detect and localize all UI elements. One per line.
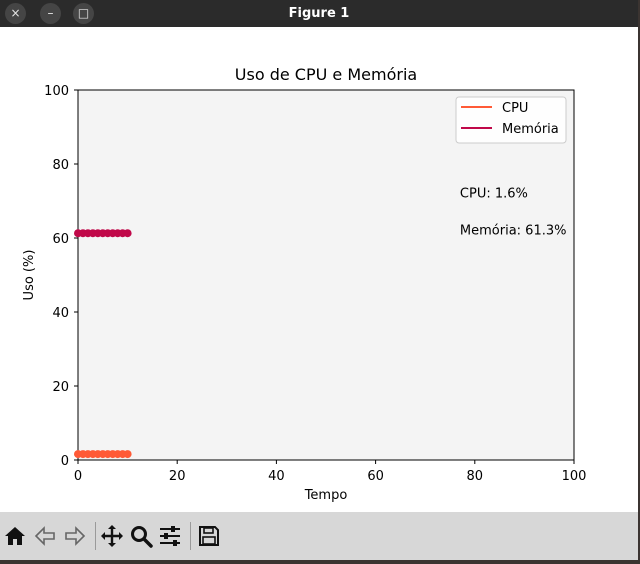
maximize-icon: □ (77, 6, 90, 20)
minimize-icon: – (47, 6, 54, 20)
y-tick-label: 20 (52, 380, 69, 395)
data-point-memory (123, 229, 132, 238)
legend: CPU Memória (455, 96, 567, 144)
configure-subplots-button[interactable] (155, 521, 185, 551)
home-button[interactable] (0, 521, 30, 551)
y-tick-label: 100 (44, 84, 69, 99)
save-button[interactable] (194, 521, 224, 551)
back-button[interactable] (30, 521, 60, 551)
y-tick-label: 0 (61, 454, 69, 469)
forward-icon (65, 526, 86, 546)
navigation-toolbar (0, 512, 638, 560)
forward-button[interactable] (60, 521, 90, 551)
data-point-cpu (123, 450, 132, 459)
x-tick-label: 100 (562, 469, 587, 484)
x-axis-label: Tempo (304, 488, 348, 503)
minimize-button[interactable]: – (40, 3, 61, 24)
configure-subplots-icon (160, 526, 180, 546)
figure-canvas[interactable]: 0 20 40 60 80 100 0 20 40 60 80 100 Uso de CPU e Me… (0, 27, 638, 512)
pan-icon (101, 525, 123, 547)
save-icon (199, 526, 219, 546)
chart: 0 20 40 60 80 100 0 20 40 60 80 100 Uso de CPU e Me… (22, 65, 587, 503)
back-icon (34, 526, 55, 546)
close-icon: × (10, 6, 21, 20)
title-bar: × – □ Figure 1 (0, 0, 638, 27)
legend-label-memory: Memória (502, 122, 559, 137)
y-tick-label: 60 (52, 232, 69, 247)
window-title: Figure 1 (288, 6, 350, 21)
y-axis-label: Uso (%) (22, 250, 37, 301)
chart-title: Uso de CPU e Memória (235, 65, 417, 84)
annotation-text: Memória: 61.3% (460, 223, 567, 238)
y-tick-label: 80 (52, 158, 69, 173)
toolbar-separator (190, 522, 191, 550)
home-icon (5, 527, 25, 545)
toolbar-separator (95, 522, 96, 550)
zoom-button[interactable] (126, 521, 156, 551)
x-tick-label: 40 (268, 469, 285, 484)
x-tick-label: 20 (169, 469, 186, 484)
x-tick-label: 60 (367, 469, 384, 484)
legend-label-cpu: CPU (502, 101, 528, 116)
y-tick-label: 40 (52, 306, 69, 321)
x-tick-label: 80 (467, 469, 484, 484)
annotation-text: CPU: 1.6% (460, 186, 528, 201)
plot-area (77, 89, 575, 461)
zoom-icon (131, 526, 153, 548)
x-tick-label: 0 (74, 469, 82, 484)
maximize-button[interactable]: □ (73, 3, 94, 24)
pan-button[interactable] (97, 521, 127, 551)
close-button[interactable]: × (5, 3, 26, 24)
